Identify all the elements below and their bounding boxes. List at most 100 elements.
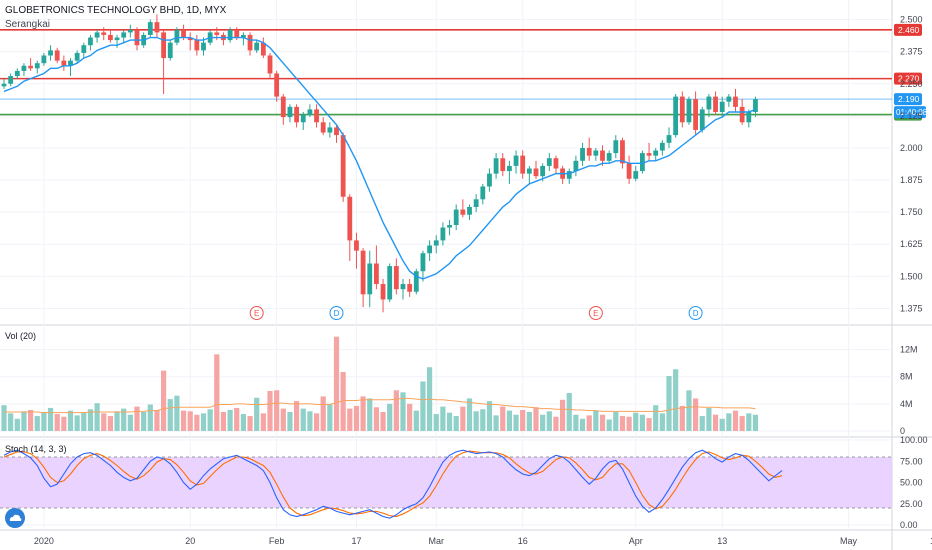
candle-body — [234, 29, 240, 38]
candle-body — [88, 37, 93, 46]
volume-bar — [746, 413, 752, 431]
candle-body — [473, 199, 479, 208]
volume-bar — [646, 418, 652, 431]
candle-body — [393, 266, 399, 290]
candle-body — [673, 96, 679, 136]
candle-body — [134, 29, 140, 46]
cloud-logo-icon[interactable] — [5, 508, 25, 528]
volume-bar — [560, 399, 566, 431]
candle-body — [340, 135, 346, 197]
candle-body — [48, 50, 53, 56]
stoch-tick-label: 0.00 — [900, 520, 918, 530]
volume-bar — [47, 407, 54, 431]
candle-body — [447, 224, 452, 228]
price-ma-line — [3, 36, 756, 280]
volume-bar — [566, 393, 572, 431]
candle-body — [28, 65, 33, 69]
price-tick-label: 1.750 — [900, 207, 923, 217]
candle-body — [640, 153, 645, 172]
candle-body — [21, 65, 27, 71]
candle-body — [34, 63, 40, 69]
stoch-band — [0, 456, 892, 509]
volume-bar — [626, 416, 632, 431]
candle-body — [520, 155, 526, 174]
volume-bar — [460, 406, 466, 431]
series-label: Serangkai — [5, 19, 51, 30]
candle-body — [274, 73, 280, 97]
candle-body — [600, 150, 605, 161]
price-tick-label: 1.375 — [900, 303, 923, 313]
candle-body — [187, 37, 193, 41]
candle-body — [420, 253, 426, 272]
candle-body — [254, 42, 260, 51]
volume-bar — [227, 409, 233, 431]
candle-body — [500, 158, 506, 172]
time-tick-label: Apr — [629, 536, 643, 546]
candle-body — [613, 140, 619, 154]
volume-tick-label: 8M — [900, 372, 913, 382]
candle-body — [367, 263, 373, 295]
candle-body — [659, 142, 665, 151]
price-tick-label: 2.250 — [900, 79, 923, 89]
volume-bars — [1, 336, 759, 431]
volume-bar — [513, 414, 519, 431]
candle-body — [14, 70, 20, 77]
price-tick-label: 2.375 — [900, 47, 923, 57]
volume-bar — [34, 416, 40, 431]
volume-bar — [380, 412, 386, 431]
stoch-band-fill — [0, 457, 892, 508]
candle-body — [360, 250, 366, 295]
volume-bar — [540, 414, 546, 431]
candle-body — [127, 29, 133, 33]
time-tick-label: 16 — [518, 536, 528, 546]
price-level-badge — [894, 72, 922, 85]
time-tick-label: 20 — [185, 536, 195, 546]
candle-body — [8, 76, 14, 84]
volume-bar — [533, 407, 539, 431]
volume-bar — [260, 413, 266, 431]
candle-body — [440, 227, 446, 241]
candle-body — [260, 42, 266, 56]
candle-body — [686, 99, 692, 123]
candle-body — [121, 32, 127, 38]
candle-body — [280, 96, 286, 118]
candle-body — [540, 165, 546, 177]
event-marker-circle — [588, 306, 603, 320]
stoch-tick-label: 25.00 — [900, 499, 923, 509]
candle-body — [453, 209, 459, 225]
candle-body — [327, 127, 333, 133]
candle-body — [167, 42, 173, 59]
volume-bar — [94, 403, 100, 431]
candle-body — [693, 99, 698, 130]
volume-bar — [294, 401, 300, 431]
volume-bar — [619, 416, 626, 431]
volume-bar — [400, 392, 406, 431]
volume-bar — [127, 414, 133, 431]
volume-bar — [500, 406, 506, 431]
candle-body — [387, 266, 393, 300]
candle-body — [586, 147, 592, 156]
volume-pane-label[interactable]: Vol (20) — [5, 331, 37, 341]
candle-body — [593, 150, 599, 156]
volume-bar — [506, 410, 512, 431]
volume-bar — [732, 410, 739, 431]
candle-body — [74, 52, 80, 61]
time-tick-label: 17 — [351, 536, 361, 546]
candle-body — [194, 40, 200, 51]
volume-bar — [653, 405, 659, 431]
volume-bar — [247, 416, 253, 431]
volume-bar — [353, 405, 360, 431]
price-tick-label: 1.500 — [900, 271, 923, 281]
volume-bar — [41, 412, 47, 431]
volume-bar — [87, 409, 94, 431]
volume-bar — [81, 412, 87, 431]
candle-body — [54, 50, 60, 61]
candle-body — [713, 96, 718, 112]
candle-body — [507, 165, 512, 172]
candles — [1, 14, 758, 313]
stoch-pane-label[interactable]: Stoch (14, 3, 3) — [5, 444, 67, 454]
price-level-badge — [894, 93, 922, 106]
volume-bar — [207, 409, 213, 431]
